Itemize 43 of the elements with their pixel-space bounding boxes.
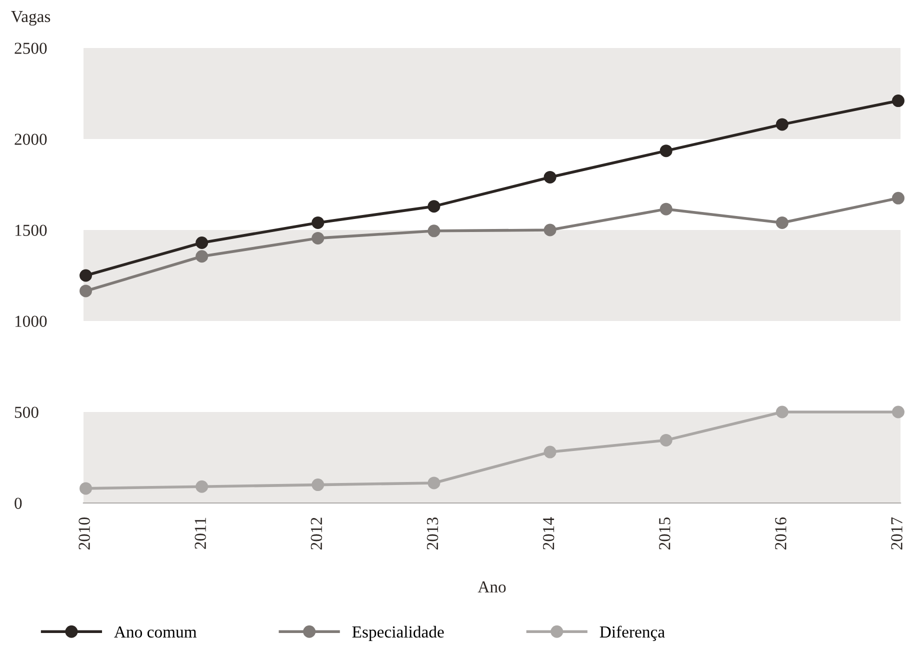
y-tick-label: 1500: [15, 224, 47, 236]
x-axis-title: Ano: [478, 581, 506, 593]
point: [428, 224, 440, 238]
x-tick-label: 2015: [659, 518, 670, 550]
x-tick-label: 2011: [194, 518, 206, 549]
point: [892, 406, 904, 418]
point: [196, 236, 208, 249]
point: [660, 434, 672, 446]
point: [80, 284, 92, 298]
y-tick-label: 0: [14, 498, 22, 509]
x-tick-label: 2016: [775, 517, 786, 550]
point: [544, 224, 556, 236]
point: [776, 118, 788, 131]
x-tick-label: 2013: [426, 518, 438, 550]
x-tick-label: 2010: [78, 518, 90, 550]
point: [428, 476, 440, 490]
y-tick-label: 1000: [15, 316, 47, 327]
legend-label: Diferença: [600, 626, 665, 641]
point: [544, 446, 556, 458]
point: [660, 202, 672, 216]
point: [80, 269, 92, 282]
point: [80, 482, 92, 495]
point: [196, 480, 208, 493]
point: [892, 94, 904, 108]
y-tick-label: 2000: [14, 134, 47, 145]
y-axis-title: Vagas: [11, 11, 50, 26]
x-tick-label: 2014: [542, 517, 554, 550]
point: [544, 170, 556, 184]
point: [312, 478, 324, 492]
point: [312, 216, 324, 229]
point: [196, 250, 208, 263]
legend-label: Especialidade: [352, 626, 444, 641]
y-tick-label: 500: [14, 406, 38, 418]
point: [892, 192, 904, 204]
point: [428, 200, 440, 213]
point: [660, 144, 672, 158]
point: [776, 406, 788, 418]
y-tick-label: 2500: [14, 42, 47, 54]
point: [312, 232, 324, 244]
point: [776, 216, 788, 229]
legend-label: Ano comum: [114, 626, 197, 638]
x-tick-label: 2012: [310, 518, 322, 550]
x-tick-label: 2017: [891, 517, 902, 550]
